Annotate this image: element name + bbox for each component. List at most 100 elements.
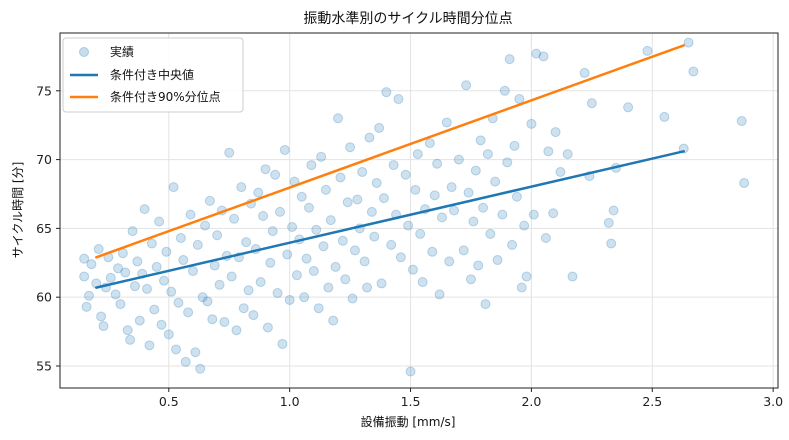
data-point [528, 209, 539, 220]
data-point [548, 208, 559, 219]
data-point [328, 315, 339, 326]
data-point [125, 334, 136, 345]
data-point [427, 246, 438, 257]
x-tick-label: 2.0 [521, 394, 541, 409]
data-point [516, 282, 527, 293]
data-point [255, 277, 266, 288]
data-point [144, 340, 155, 351]
y-tick-label: 55 [36, 358, 52, 373]
data-point [475, 135, 486, 146]
data-point [79, 253, 90, 264]
data-point [519, 220, 530, 231]
data-point [395, 252, 406, 263]
data-point [202, 296, 213, 307]
data-point [291, 270, 302, 281]
data-point [492, 255, 503, 266]
data-point [120, 267, 131, 278]
series-lines [95, 44, 685, 289]
data-point [352, 194, 363, 205]
data-point [173, 297, 184, 308]
data-point [132, 256, 143, 267]
data-point [337, 235, 348, 246]
data-point [192, 239, 203, 250]
data-point [149, 304, 160, 315]
data-point [212, 230, 223, 241]
data-point [180, 356, 191, 367]
data-point [204, 195, 215, 206]
data-point [403, 220, 414, 231]
data-point [538, 51, 549, 62]
data-point [359, 256, 370, 267]
data-point [161, 246, 172, 257]
data-point [274, 206, 285, 217]
data-point [490, 176, 501, 187]
data-point [410, 184, 421, 195]
data-point [96, 311, 107, 322]
data-point [441, 117, 452, 128]
data-point [105, 272, 116, 283]
data-point [579, 67, 590, 78]
data-point [262, 322, 273, 333]
data-point [429, 190, 440, 201]
x-tick-label: 1.0 [280, 394, 300, 409]
legend: 実績 条件付き中央値 条件付き90%分位点 [62, 37, 244, 113]
data-point [562, 149, 573, 160]
data-point [282, 249, 293, 260]
data-point [219, 316, 230, 327]
data-point [603, 217, 614, 228]
data-point [550, 127, 561, 138]
y-tick-label: 75 [36, 83, 52, 98]
data-point [393, 94, 404, 105]
data-point [357, 166, 368, 177]
data-point [171, 344, 182, 355]
data-point [197, 292, 208, 303]
data-point [407, 264, 418, 275]
data-point [608, 205, 619, 216]
data-point [158, 275, 169, 286]
data-point [381, 87, 392, 98]
x-tick-label: 0.5 [159, 394, 179, 409]
legend-label-actual: 実績 [110, 44, 134, 59]
data-point [526, 118, 537, 129]
data-point [248, 310, 259, 321]
data-point [514, 94, 525, 105]
legend-marker-actual [79, 47, 89, 57]
x-tick-label: 1.5 [401, 394, 421, 409]
data-point [470, 165, 481, 176]
data-point [502, 157, 513, 168]
data-point [110, 289, 121, 300]
data-point [163, 329, 174, 340]
legend-label-median: 条件付き中央値 [110, 67, 194, 82]
data-point [623, 102, 634, 113]
y-tick-label: 60 [36, 290, 52, 305]
data-point [378, 193, 389, 204]
data-point [511, 191, 522, 202]
data-point [362, 282, 373, 293]
data-point [468, 216, 479, 227]
data-point [115, 299, 126, 310]
data-point [400, 169, 411, 180]
data-point [342, 197, 353, 208]
data-point [688, 66, 699, 77]
series-line [95, 150, 685, 289]
data-point [521, 271, 532, 282]
data-point [458, 245, 469, 256]
data-point [142, 283, 153, 294]
data-point [122, 325, 133, 336]
y-axis-title: サイクル時間 [分] [11, 162, 25, 259]
data-point [412, 149, 423, 160]
data-point [325, 215, 336, 226]
data-point [241, 237, 252, 248]
data-point [366, 206, 377, 217]
data-point [226, 271, 237, 282]
data-point [168, 182, 179, 193]
chart-title: 振動水準別のサイクル時間分位点 [303, 11, 512, 27]
data-point [224, 147, 235, 158]
x-tick-label: 2.5 [642, 394, 662, 409]
data-point [333, 113, 344, 124]
data-point [139, 204, 150, 215]
data-point [364, 132, 375, 143]
data-point [214, 279, 225, 290]
data-point [480, 299, 491, 310]
